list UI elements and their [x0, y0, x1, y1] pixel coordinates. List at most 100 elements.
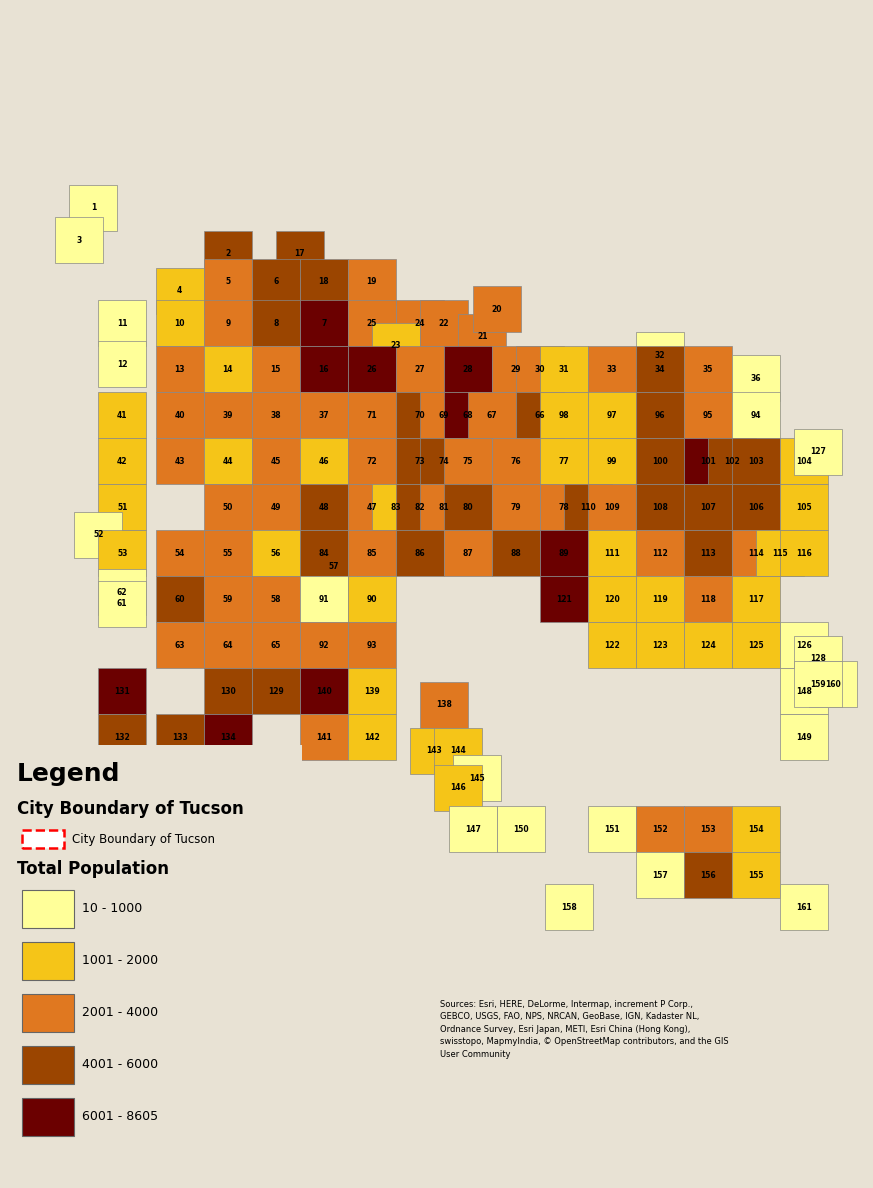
Text: 96: 96 — [655, 411, 665, 419]
Bar — [155, 623, 203, 668]
Text: 79: 79 — [511, 503, 521, 512]
Text: 17: 17 — [294, 249, 305, 259]
Text: 106: 106 — [748, 503, 764, 512]
Text: 64: 64 — [223, 640, 233, 650]
Bar — [420, 301, 468, 346]
Bar — [98, 301, 146, 346]
Bar — [732, 530, 780, 576]
Bar — [22, 890, 74, 928]
Text: 40: 40 — [175, 411, 185, 419]
Bar — [251, 484, 299, 530]
Text: 143: 143 — [426, 746, 442, 756]
Bar — [98, 392, 146, 438]
Text: 6001 - 8605: 6001 - 8605 — [82, 1111, 158, 1124]
Text: 118: 118 — [700, 594, 716, 604]
Bar — [491, 484, 540, 530]
Text: 77: 77 — [559, 456, 569, 466]
Bar — [347, 438, 395, 484]
Text: 75: 75 — [463, 456, 473, 466]
Bar — [203, 230, 251, 277]
Text: 59: 59 — [223, 594, 233, 604]
Text: 144: 144 — [450, 746, 466, 756]
Bar — [588, 805, 636, 852]
Bar — [443, 484, 491, 530]
Text: 5: 5 — [225, 277, 230, 286]
Bar — [684, 484, 732, 530]
Text: 8: 8 — [273, 318, 278, 328]
Text: 82: 82 — [415, 503, 425, 512]
Bar — [794, 429, 842, 475]
Bar — [395, 438, 443, 484]
Text: 84: 84 — [319, 549, 329, 557]
Text: 37: 37 — [319, 411, 329, 419]
Text: 100: 100 — [652, 456, 668, 466]
Bar — [395, 484, 443, 530]
Text: 27: 27 — [415, 365, 425, 373]
Text: 104: 104 — [796, 456, 812, 466]
Text: 125: 125 — [748, 640, 764, 650]
Text: 41: 41 — [117, 411, 127, 419]
Bar — [299, 346, 347, 392]
Bar — [299, 714, 347, 760]
Text: 124: 124 — [700, 640, 716, 650]
Bar — [395, 392, 443, 438]
Bar — [732, 438, 780, 484]
Bar — [299, 530, 347, 576]
Text: 85: 85 — [367, 549, 377, 557]
Bar — [372, 323, 420, 369]
Text: 122: 122 — [604, 640, 620, 650]
Bar — [732, 484, 780, 530]
Text: 115: 115 — [772, 549, 787, 557]
Text: 159: 159 — [810, 680, 826, 689]
Bar — [251, 392, 299, 438]
Bar — [491, 346, 540, 392]
Text: 156: 156 — [700, 871, 716, 879]
Text: 150: 150 — [512, 824, 528, 834]
Text: City Boundary of Tucson: City Boundary of Tucson — [72, 833, 215, 846]
Text: 129: 129 — [268, 687, 284, 695]
Bar — [69, 185, 117, 230]
Bar — [74, 512, 122, 557]
Text: 152: 152 — [652, 824, 668, 834]
Text: 87: 87 — [463, 549, 473, 557]
Bar — [588, 576, 636, 623]
Text: 2: 2 — [225, 249, 230, 259]
Bar — [453, 756, 501, 802]
Bar — [732, 852, 780, 898]
Text: 10 - 1000: 10 - 1000 — [82, 903, 142, 916]
Bar — [347, 576, 395, 623]
Bar — [732, 355, 780, 402]
Text: 56: 56 — [271, 549, 281, 557]
Bar — [756, 530, 804, 576]
Text: 136: 136 — [220, 778, 236, 788]
Text: 26: 26 — [367, 365, 377, 373]
Text: 105: 105 — [796, 503, 812, 512]
Text: 76: 76 — [511, 456, 521, 466]
Bar — [299, 392, 347, 438]
Text: 14: 14 — [223, 365, 233, 373]
Bar — [22, 994, 74, 1032]
Text: 46: 46 — [319, 456, 329, 466]
Text: 6: 6 — [273, 277, 278, 286]
Text: 34: 34 — [655, 365, 665, 373]
Bar — [395, 301, 443, 346]
Text: City Boundary of Tucson: City Boundary of Tucson — [17, 800, 244, 819]
Text: 86: 86 — [415, 549, 425, 557]
Text: 32: 32 — [655, 350, 665, 360]
Bar — [780, 714, 828, 760]
Bar — [251, 576, 299, 623]
Bar — [516, 392, 564, 438]
Bar — [251, 623, 299, 668]
Bar — [12, 745, 302, 1175]
Bar — [251, 530, 299, 576]
Bar — [684, 576, 732, 623]
Text: 161: 161 — [796, 903, 812, 911]
Bar — [780, 438, 828, 484]
Bar — [155, 392, 203, 438]
Text: 117: 117 — [748, 594, 764, 604]
Text: Total Population: Total Population — [17, 860, 169, 878]
Text: 62: 62 — [117, 588, 127, 596]
Text: 20: 20 — [491, 304, 502, 314]
Text: 149: 149 — [796, 733, 812, 741]
Text: 116: 116 — [796, 549, 812, 557]
